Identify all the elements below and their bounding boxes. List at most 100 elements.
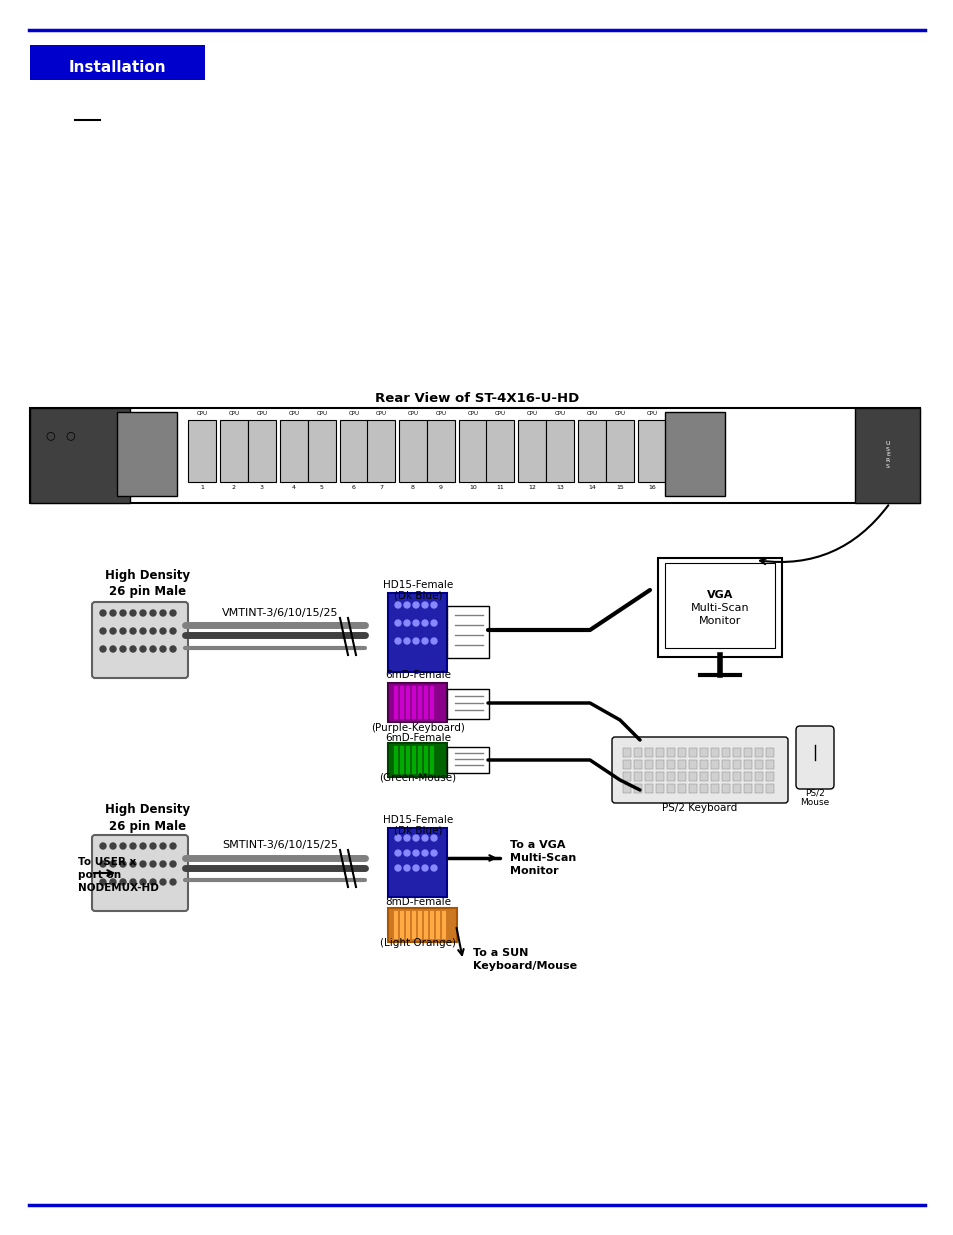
FancyBboxPatch shape bbox=[700, 784, 707, 793]
FancyBboxPatch shape bbox=[700, 760, 707, 769]
FancyBboxPatch shape bbox=[308, 420, 335, 482]
FancyBboxPatch shape bbox=[644, 748, 652, 757]
Text: 15: 15 bbox=[616, 485, 623, 490]
Text: High Density: High Density bbox=[106, 804, 191, 816]
Text: CPU: CPU bbox=[586, 411, 597, 416]
Circle shape bbox=[170, 629, 175, 634]
Circle shape bbox=[110, 629, 116, 634]
Circle shape bbox=[110, 879, 116, 885]
Circle shape bbox=[421, 864, 428, 871]
FancyBboxPatch shape bbox=[854, 408, 919, 503]
FancyBboxPatch shape bbox=[644, 772, 652, 781]
Circle shape bbox=[130, 646, 136, 652]
FancyBboxPatch shape bbox=[634, 784, 641, 793]
Circle shape bbox=[130, 629, 136, 634]
Text: 8: 8 bbox=[411, 485, 415, 490]
FancyBboxPatch shape bbox=[700, 772, 707, 781]
FancyBboxPatch shape bbox=[367, 420, 395, 482]
FancyBboxPatch shape bbox=[765, 748, 773, 757]
Text: CPU: CPU bbox=[526, 411, 537, 416]
Text: CPU: CPU bbox=[196, 411, 208, 416]
Circle shape bbox=[421, 850, 428, 856]
FancyBboxPatch shape bbox=[280, 420, 308, 482]
Circle shape bbox=[170, 861, 175, 867]
Circle shape bbox=[413, 601, 418, 608]
FancyBboxPatch shape bbox=[678, 748, 685, 757]
Text: (Dk Blue): (Dk Blue) bbox=[394, 592, 442, 601]
FancyBboxPatch shape bbox=[644, 784, 652, 793]
Text: 5: 5 bbox=[319, 485, 324, 490]
Circle shape bbox=[421, 601, 428, 608]
Circle shape bbox=[130, 861, 136, 867]
Text: 3: 3 bbox=[260, 485, 264, 490]
Text: Keyboard/Mouse: Keyboard/Mouse bbox=[473, 961, 577, 971]
Text: PS/2 Keyboard: PS/2 Keyboard bbox=[661, 803, 737, 813]
FancyBboxPatch shape bbox=[427, 420, 455, 482]
Text: CPU: CPU bbox=[494, 411, 505, 416]
FancyBboxPatch shape bbox=[710, 772, 719, 781]
Text: CPU: CPU bbox=[375, 411, 386, 416]
Circle shape bbox=[100, 646, 106, 652]
Text: Multi-Scan: Multi-Scan bbox=[690, 603, 748, 613]
FancyBboxPatch shape bbox=[622, 772, 630, 781]
Circle shape bbox=[100, 844, 106, 848]
Text: CPU: CPU bbox=[288, 411, 299, 416]
Text: To a SUN: To a SUN bbox=[473, 948, 528, 958]
FancyBboxPatch shape bbox=[447, 747, 489, 773]
FancyBboxPatch shape bbox=[721, 760, 729, 769]
Text: 2: 2 bbox=[232, 485, 235, 490]
Text: CPU: CPU bbox=[316, 411, 327, 416]
FancyBboxPatch shape bbox=[666, 748, 675, 757]
Text: 4: 4 bbox=[292, 485, 295, 490]
Text: 12: 12 bbox=[528, 485, 536, 490]
FancyBboxPatch shape bbox=[688, 748, 697, 757]
FancyBboxPatch shape bbox=[644, 760, 652, 769]
Text: U
S
E
R
S: U S E R S bbox=[884, 441, 889, 469]
Circle shape bbox=[413, 850, 418, 856]
Circle shape bbox=[403, 850, 410, 856]
Text: (Purple-Keyboard): (Purple-Keyboard) bbox=[371, 722, 464, 734]
FancyBboxPatch shape bbox=[754, 760, 762, 769]
FancyBboxPatch shape bbox=[743, 748, 751, 757]
Circle shape bbox=[421, 638, 428, 643]
FancyBboxPatch shape bbox=[545, 420, 574, 482]
Text: CPU: CPU bbox=[435, 411, 446, 416]
Circle shape bbox=[120, 629, 126, 634]
Text: 6: 6 bbox=[352, 485, 355, 490]
Text: ○: ○ bbox=[45, 430, 55, 440]
Text: 6mD-Female: 6mD-Female bbox=[385, 671, 451, 680]
Circle shape bbox=[160, 861, 166, 867]
FancyBboxPatch shape bbox=[634, 772, 641, 781]
FancyBboxPatch shape bbox=[605, 420, 634, 482]
FancyBboxPatch shape bbox=[678, 784, 685, 793]
Circle shape bbox=[431, 864, 436, 871]
Text: Installation: Installation bbox=[68, 59, 166, 74]
FancyBboxPatch shape bbox=[447, 606, 489, 658]
FancyBboxPatch shape bbox=[656, 784, 663, 793]
Text: Monitor: Monitor bbox=[699, 616, 740, 626]
FancyBboxPatch shape bbox=[721, 748, 729, 757]
Text: VGA: VGA bbox=[706, 590, 733, 600]
Circle shape bbox=[150, 629, 156, 634]
FancyBboxPatch shape bbox=[658, 558, 781, 657]
Circle shape bbox=[130, 844, 136, 848]
FancyBboxPatch shape bbox=[388, 908, 456, 942]
Circle shape bbox=[403, 864, 410, 871]
FancyBboxPatch shape bbox=[664, 412, 724, 496]
Circle shape bbox=[160, 879, 166, 885]
Circle shape bbox=[110, 861, 116, 867]
FancyBboxPatch shape bbox=[754, 772, 762, 781]
FancyBboxPatch shape bbox=[688, 772, 697, 781]
FancyBboxPatch shape bbox=[517, 420, 545, 482]
FancyBboxPatch shape bbox=[485, 420, 514, 482]
FancyBboxPatch shape bbox=[666, 772, 675, 781]
Circle shape bbox=[120, 844, 126, 848]
Circle shape bbox=[160, 646, 166, 652]
Circle shape bbox=[403, 835, 410, 841]
Text: port on: port on bbox=[78, 869, 121, 881]
Circle shape bbox=[140, 879, 146, 885]
Text: Multi-Scan: Multi-Scan bbox=[510, 853, 576, 863]
FancyBboxPatch shape bbox=[30, 408, 130, 503]
Text: Mouse: Mouse bbox=[800, 799, 829, 808]
Text: 9: 9 bbox=[438, 485, 442, 490]
